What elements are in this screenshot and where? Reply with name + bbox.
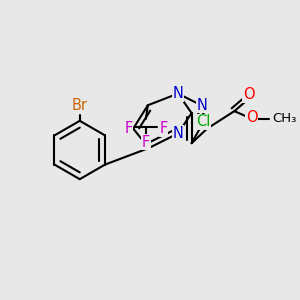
Text: CH₃: CH₃ xyxy=(272,112,297,125)
Text: Cl: Cl xyxy=(196,114,211,129)
Text: F: F xyxy=(159,121,167,136)
Text: O: O xyxy=(243,87,255,102)
Text: N: N xyxy=(197,98,208,113)
Text: O: O xyxy=(246,110,258,125)
Text: Br: Br xyxy=(72,98,88,113)
Text: N: N xyxy=(172,126,183,141)
Text: N: N xyxy=(172,86,183,101)
Text: F: F xyxy=(142,135,150,150)
Text: F: F xyxy=(124,121,133,136)
